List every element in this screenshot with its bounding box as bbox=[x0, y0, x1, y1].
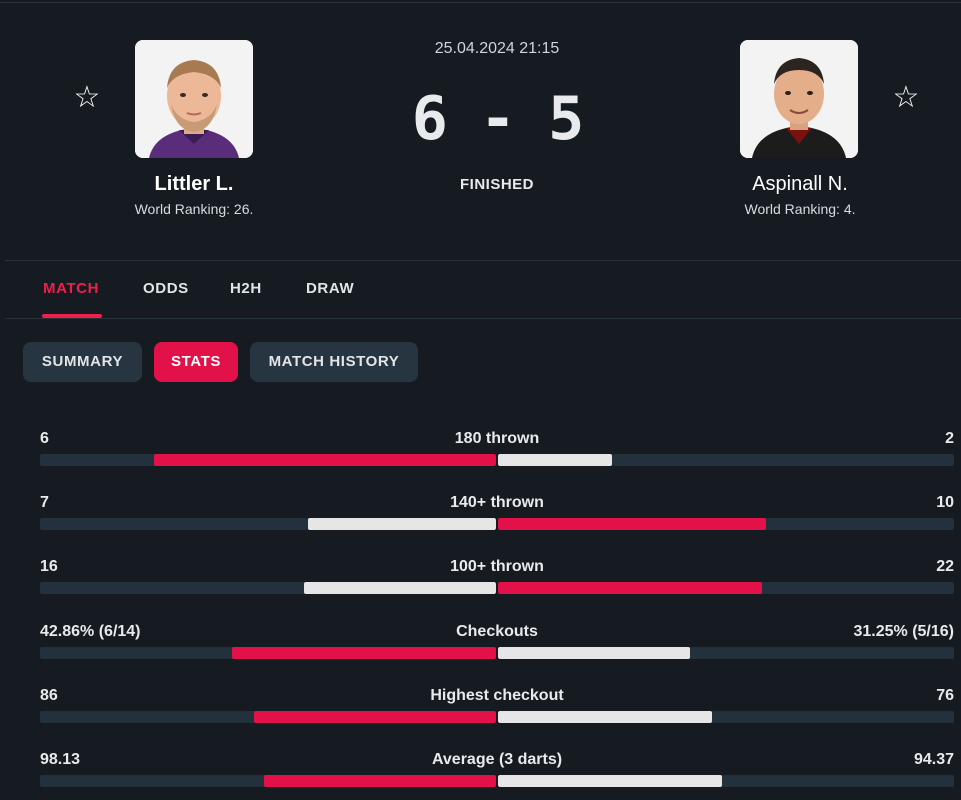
stat-home-bar bbox=[304, 582, 496, 594]
stat-home-value: 7 bbox=[40, 494, 49, 511]
stat-label: Average (3 darts) bbox=[431, 751, 563, 768]
stat-row: 98.13 Average (3 darts) 94.37 bbox=[40, 751, 954, 791]
stat-away-value: 76 bbox=[936, 687, 954, 704]
stat-label: 180 thrown bbox=[454, 430, 540, 447]
tab-h2h[interactable]: H2H bbox=[230, 280, 262, 297]
stat-away-value: 10 bbox=[936, 494, 954, 511]
stat-home-bar-track bbox=[40, 518, 496, 530]
stat-home-bar-track bbox=[40, 454, 496, 466]
tab-match[interactable]: MATCH bbox=[43, 280, 100, 297]
stat-home-value: 16 bbox=[40, 558, 58, 575]
stat-away-value: 31.25% (5/16) bbox=[853, 623, 954, 640]
stat-home-value: 98.13 bbox=[40, 751, 81, 768]
stat-home-bar bbox=[232, 647, 496, 659]
match-datetime: 25.04.2024 21:15 bbox=[434, 40, 560, 57]
stat-home-bar bbox=[253, 711, 496, 723]
stat-home-bar-track bbox=[40, 775, 496, 787]
stat-row: 86 Highest checkout 76 bbox=[40, 687, 954, 727]
stat-away-bar-track bbox=[498, 647, 954, 659]
stat-row: 7 140+ thrown 10 bbox=[40, 494, 954, 534]
stat-home-bar-track bbox=[40, 711, 496, 723]
stat-label: Highest checkout bbox=[430, 687, 564, 704]
stat-away-bar bbox=[498, 711, 712, 723]
stat-away-bar bbox=[498, 454, 612, 466]
stat-away-value: 94.37 bbox=[913, 751, 954, 768]
stat-home-value: 42.86% (6/14) bbox=[40, 623, 141, 640]
stat-away-value: 2 bbox=[945, 430, 954, 447]
top-divider bbox=[0, 2, 961, 3]
home-player-avatar[interactable] bbox=[135, 40, 253, 158]
stat-away-bar-track bbox=[498, 518, 954, 530]
stat-away-bar-track bbox=[498, 454, 954, 466]
stat-home-bar-track bbox=[40, 582, 496, 594]
stat-away-value: 22 bbox=[936, 558, 954, 575]
tab-active-indicator bbox=[42, 314, 102, 318]
away-player-avatar[interactable] bbox=[740, 40, 858, 158]
match-score: 6 - 5 bbox=[411, 84, 585, 154]
match-status: FINISHED bbox=[459, 176, 534, 193]
away-player-name[interactable]: Aspinall N. bbox=[752, 173, 848, 195]
subtab-match-history[interactable]: MATCH HISTORY bbox=[250, 342, 418, 382]
stat-home-bar bbox=[263, 775, 496, 787]
home-player-ranking: World Ranking: 26. bbox=[134, 201, 254, 217]
stat-home-bar bbox=[308, 518, 496, 530]
header-divider bbox=[5, 260, 961, 261]
stat-row: 42.86% (6/14) Checkouts 31.25% (5/16) bbox=[40, 623, 954, 663]
stat-row: 16 100+ thrown 22 bbox=[40, 558, 954, 598]
stat-home-value: 6 bbox=[40, 430, 49, 447]
tab-odds[interactable]: ODDS bbox=[143, 280, 189, 297]
stat-home-bar-track bbox=[40, 647, 496, 659]
subtab-summary[interactable]: SUMMARY bbox=[23, 342, 142, 382]
stat-away-bar-track bbox=[498, 775, 954, 787]
stat-away-bar-track bbox=[498, 582, 954, 594]
stat-home-bar bbox=[154, 454, 496, 466]
stat-home-value: 86 bbox=[40, 687, 58, 704]
stat-label: 140+ thrown bbox=[450, 494, 544, 511]
stat-label: Checkouts bbox=[456, 623, 538, 640]
stat-away-bar bbox=[498, 582, 763, 594]
stat-away-bar bbox=[498, 775, 722, 787]
tab-draw[interactable]: DRAW bbox=[306, 280, 355, 297]
stat-away-bar-track bbox=[498, 711, 954, 723]
home-player-name[interactable]: Littler L. bbox=[154, 173, 234, 195]
subtab-stats[interactable]: STATS bbox=[154, 342, 238, 382]
stat-away-bar bbox=[498, 647, 691, 659]
match-header: ☆ Littler L. World Ranking: 26. 25.04.20… bbox=[0, 0, 961, 260]
stat-row: 6 180 thrown 2 bbox=[40, 430, 954, 470]
tabs-divider bbox=[5, 318, 961, 319]
favorite-away-star-icon[interactable]: ☆ bbox=[892, 81, 920, 114]
favorite-home-star-icon[interactable]: ☆ bbox=[73, 81, 101, 114]
stat-label: 100+ thrown bbox=[450, 558, 544, 575]
stat-away-bar bbox=[498, 518, 767, 530]
away-player-ranking: World Ranking: 4. bbox=[744, 201, 856, 217]
